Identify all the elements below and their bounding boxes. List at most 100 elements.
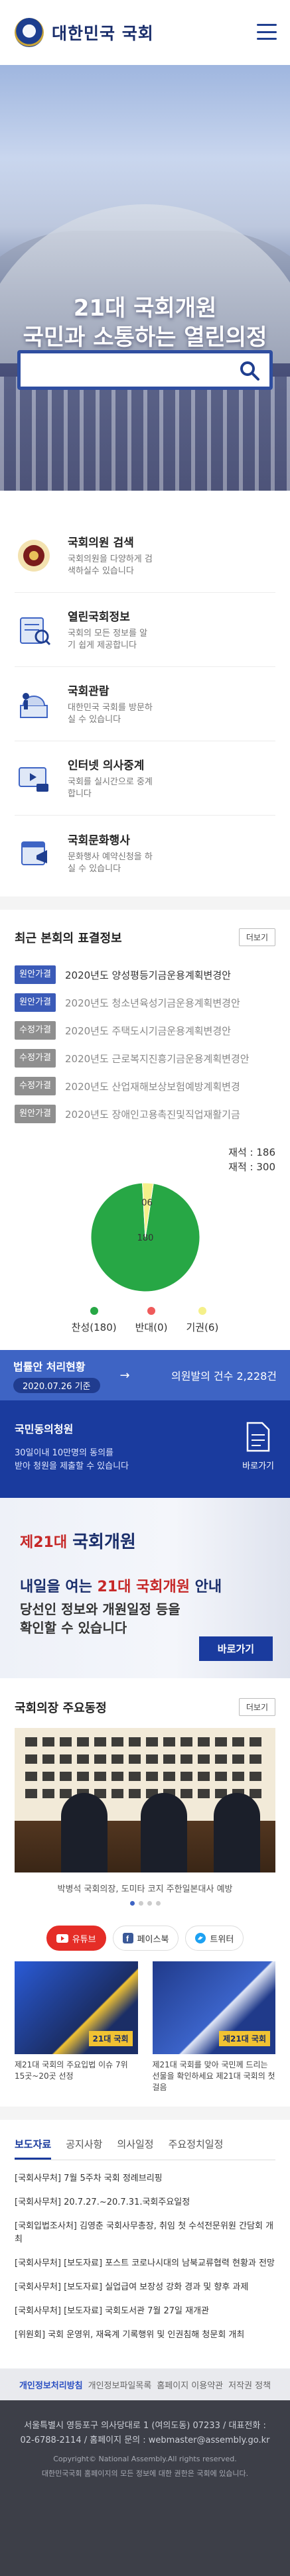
footer-copyright: Copyright© National Assembly.All rights …	[53, 2455, 237, 2463]
tab-political-schedule[interactable]: 주요정치일정	[168, 2138, 224, 2150]
banner-headline-post: 안내	[190, 1579, 222, 1595]
video-title: 제21대 국회의 주요입법 이슈 7위 15곳~20곳 선정	[15, 2060, 128, 2081]
carousel-dot[interactable]	[129, 1901, 135, 1906]
news-item[interactable]: [국회사무처] [보도자료] 국회도서관 7월 27일 재개관	[15, 2306, 210, 2316]
vote-row[interactable]: 원안가결 2020년도 장애인고용촉진및직업재활기금	[15, 1100, 275, 1128]
speaker-more-button[interactable]: 더보기	[238, 1698, 275, 1716]
video-title: 제21대 국회를 맞아 국민께 드리는 선물을 확인하세요 제21대 국회의 첫…	[152, 2060, 275, 2092]
petition-go-button[interactable]: 바로가기	[242, 1422, 274, 1471]
youtube-button[interactable]: 유튜브	[46, 1926, 106, 1951]
vote-bill-name: 2020년도 산업재해보상보험예방계획변경	[65, 1080, 240, 1093]
vote-more-button[interactable]: 더보기	[238, 928, 275, 946]
vote-stats: 재석 : 186 재적 : 300	[15, 1145, 275, 1174]
hamburger-menu-icon[interactable]	[257, 24, 277, 40]
twitter-icon	[195, 1933, 206, 1943]
youtube-icon	[56, 1933, 68, 1943]
bill-status-date: 2020.07.26 기준	[13, 1377, 100, 1393]
footer-address: 서울특별시 영등포구 의사당대로 1 (여의도동) 07233 / 대표전화 :	[24, 2421, 266, 2431]
news-item[interactable]: [국회사무처] 20.7.27.~20.7.31.국회주요일정	[15, 2197, 190, 2207]
speaker-photo[interactable]	[15, 1728, 275, 1872]
video-thumbnail: 21대 국회	[15, 1961, 138, 2054]
site-title[interactable]: 대한민국 국회	[52, 24, 154, 43]
banner-sub-1: 당선인 정보와 개원일정 등을	[20, 1601, 181, 1617]
sns-buttons: 유튜브 f 페이스북 트위터	[15, 1926, 275, 1951]
speaker-title: 국회의장 주요동정	[15, 1701, 107, 1715]
document-icon	[246, 1422, 270, 1452]
search-input[interactable]	[21, 353, 269, 387]
news-item[interactable]: [국회입법조사처] 김영춘 국회사무총장, 취임 첫 수석전문위원 간담회 개최	[15, 2221, 274, 2244]
banner-go-button[interactable]: 바로가기	[198, 1636, 273, 1661]
banner-headline-highlight: 21대 국회개원	[97, 1579, 190, 1595]
legend-dot	[198, 1307, 206, 1315]
youtube-label: 유튜브	[72, 1934, 96, 1945]
national-assembly-emblem-icon[interactable]	[15, 18, 44, 47]
twitter-label: 트위터	[210, 1934, 234, 1945]
vote-result-badge: 수정가결	[15, 1077, 56, 1095]
bill-status-bar[interactable]: 법률안 처리현황 2020.07.26 기준 → 의원발의 건수 2,228건	[0, 1350, 290, 1400]
service-desc: 국회를 실시간으로 중계합니다	[68, 777, 153, 799]
pie-slice-찬성	[90, 1182, 200, 1292]
tab-agenda[interactable]: 의사일정	[117, 2138, 154, 2150]
vote-row[interactable]: 수정가결 2020년도 근로복지진흥기금운용계획변경안	[15, 1044, 275, 1072]
pie-slice-label: 180	[137, 1233, 153, 1243]
news-item[interactable]: [위원회] 국회 운영위, 재육계 기록행위 및 인권침해 청문회 개최	[15, 2330, 245, 2340]
speaker-caption: 박병석 국회의장, 도미타 코지 주한일본대사 예방	[57, 1884, 233, 1894]
copyright-policy-link[interactable]: 저작권 정책	[228, 2380, 271, 2391]
bill-status-title: 법률안 처리현황	[13, 1360, 86, 1373]
service-title: 국회문화행사	[68, 833, 130, 847]
twitter-button[interactable]: 트위터	[185, 1926, 244, 1951]
banner-logo-21: 제21대	[20, 1534, 68, 1551]
video-card[interactable]: 21대 국회 제21대 국회의 주요입법 이슈 7위 15곳~20곳 선정	[15, 1961, 138, 2093]
vote-row[interactable]: 원안가결 2020년도 청소년육성기금운용계획변경안	[15, 989, 275, 1016]
video-card[interactable]: 제21대 국회 제21대 국회를 맞아 국민께 드리는 선물을 확인하세요 제2…	[152, 1961, 275, 2093]
petition-desc-1: 30일이내 10만명의 동의를	[15, 1448, 113, 1458]
vote-header: 최근 본회의 표결정보 더보기	[15, 928, 275, 946]
news-item[interactable]: [국회사무처] 7월 5주차 국회 정례브리핑	[15, 2174, 163, 2183]
news-section: 보도자료 공지사항 의사일정 주요정치일정 [국회사무처] 7월 5주차 국회 …	[0, 2120, 290, 2368]
service-open-info[interactable]: 열린국회정보 국회의 모든 정보를 알기 쉽게 제공합니다	[15, 593, 275, 667]
vote-row[interactable]: 수정가결 2020년도 산업재해보상보험예방계획변경	[15, 1072, 275, 1100]
privacy-policy-link[interactable]: 개인정보처리방침	[19, 2380, 83, 2391]
person-figure	[141, 1793, 187, 1872]
facebook-button[interactable]: f 페이스북	[112, 1926, 179, 1951]
banner-logo: 제21대 국회개원	[20, 1528, 136, 1553]
carousel-dot[interactable]	[155, 1901, 161, 1906]
vote-result-badge: 원안가결	[15, 993, 56, 1012]
service-culture-events[interactable]: 국회문화행사 문화행사 예약신청을 하실 수 있습니다	[15, 816, 275, 890]
site-footer: 서울특별시 영등포구 의사당대로 1 (여의도동) 07233 / 대표전화 :…	[0, 2400, 290, 2576]
vote-result-badge: 수정가결	[15, 1049, 56, 1068]
vote-row[interactable]: 수정가결 2020년도 주택도시기금운용계획변경안	[15, 1016, 275, 1044]
petition-title: 국민동의청원	[15, 1423, 74, 1436]
facebook-icon: f	[122, 1933, 133, 1943]
privacy-file-list-link[interactable]: 개인정보파일목록	[88, 2380, 152, 2391]
tab-notice[interactable]: 공지사항	[66, 2138, 103, 2150]
service-tour[interactable]: 국회관람 대한민국 국회를 방문하실 수 있습니다	[15, 667, 275, 741]
search-icon[interactable]	[239, 360, 260, 381]
terms-link[interactable]: 홈페이지 이용약관	[157, 2380, 224, 2391]
opening-banner[interactable]: 제21대 국회개원 내일을 여는 21대 국회개원 안내 당선인 정보와 개원일…	[0, 1498, 290, 1678]
vote-row[interactable]: 원안가결 2020년도 양성평등기금운용계획변경안	[15, 961, 275, 989]
video-thumbnail: 제21대 국회	[152, 1961, 275, 2054]
carousel-dot[interactable]	[138, 1901, 143, 1906]
section-divider	[0, 896, 290, 910]
service-member-search[interactable]: 국회의원 검색 국회의원을 다양하게 검색하실수 있습니다	[15, 519, 275, 593]
carousel-dot[interactable]	[147, 1901, 152, 1906]
vote-bill-name: 2020년도 근로복지진흥기금운용계획변경안	[65, 1052, 250, 1065]
total-count: 재적 : 300	[228, 1161, 275, 1173]
news-item[interactable]: [국회사무처] [보도자료] 실업급여 보장성 강화 경과 및 향후 과제	[15, 2282, 249, 2292]
hero-line-1: 21대 국회개원	[73, 295, 217, 322]
vote-bill-name: 2020년도 청소년육성기금운용계획변경안	[65, 997, 240, 1009]
search-box	[17, 350, 273, 390]
news-item[interactable]: [국회사무처] [보도자료] 포스트 코로나시대의 남북교류협력 현황과 전망	[15, 2258, 275, 2268]
service-desc: 대한민국 국회를 방문하실 수 있습니다	[68, 703, 153, 725]
footer-links: 개인정보처리방침 개인정보파일목록 홈페이지 이용약관 저작권 정책	[0, 2368, 290, 2400]
footer-contact: 02-6788-2114 / 홈페이지 문의 : webmaster@assem…	[20, 2435, 270, 2445]
tab-press-release[interactable]: 보도자료	[15, 2137, 52, 2160]
speaker-section: 국회의장 주요동정 더보기 박병석 국회의장, 도미타 코지 주한일본대사 예방	[0, 1678, 290, 1919]
service-title: 인터넷 의사중계	[68, 759, 145, 772]
banner-sub: 당선인 정보와 개원일정 등을 확인할 수 있습니다	[20, 1600, 181, 1637]
service-list: 국회의원 검색 국회의원을 다양하게 검색하실수 있습니다 열린국회정보 국회의 모…	[0, 491, 290, 896]
legend-dot	[147, 1307, 156, 1315]
